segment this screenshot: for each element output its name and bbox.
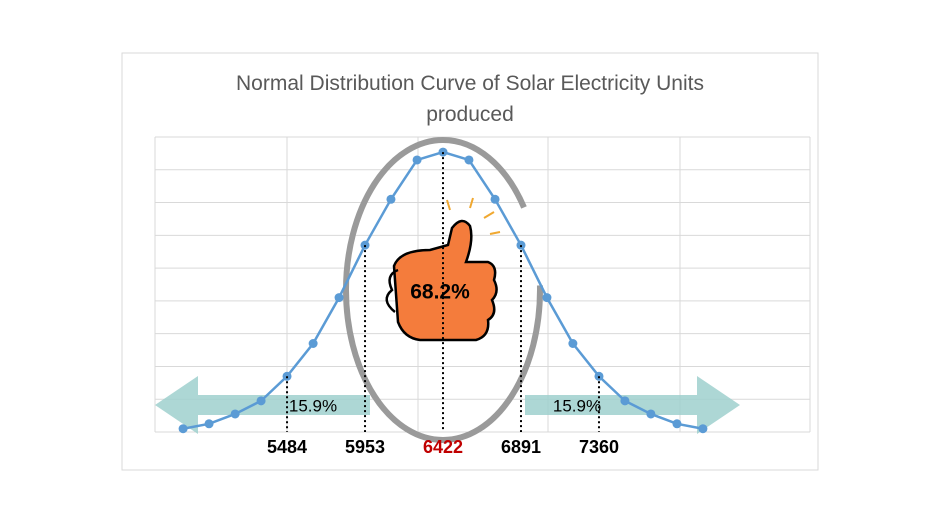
thumbs-up-icon xyxy=(385,197,501,342)
data-point xyxy=(412,155,422,165)
data-point xyxy=(204,419,214,429)
data-point xyxy=(672,419,682,429)
data-point xyxy=(308,339,318,348)
highlight-ellipse xyxy=(343,137,543,443)
x-tick-label: 5484 xyxy=(267,437,307,457)
data-point xyxy=(568,339,578,348)
data-point xyxy=(542,293,552,303)
data-point xyxy=(464,155,474,165)
x-tick-label: 6891 xyxy=(501,437,541,457)
data-point xyxy=(386,194,396,204)
data-point xyxy=(646,409,656,419)
annotation: 15.9% xyxy=(289,396,337,415)
data-point xyxy=(178,424,188,434)
chart-title: Normal Distribution Curve of Solar Elect… xyxy=(236,72,704,126)
data-point xyxy=(698,424,708,434)
x-tick-label: 7360 xyxy=(579,437,619,457)
data-point xyxy=(334,293,344,303)
data-point xyxy=(620,396,630,406)
annotation: 68.2% xyxy=(410,281,470,304)
x-tick-label: 5953 xyxy=(345,437,385,457)
data-point xyxy=(256,396,266,406)
annotation: 15.9% xyxy=(553,396,601,415)
x-tick-label: 6422 xyxy=(423,437,463,457)
data-point xyxy=(230,409,240,419)
data-point xyxy=(490,194,500,204)
